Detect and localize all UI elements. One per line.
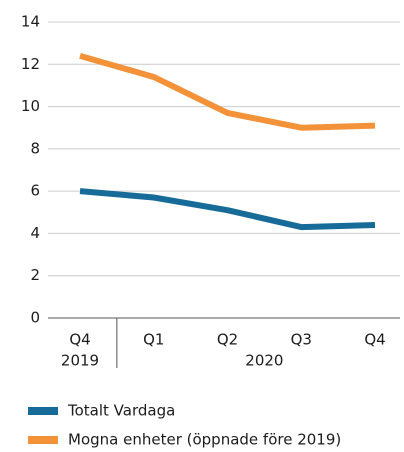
legend-label: Mogna enheter (öppnade före 2019) bbox=[68, 431, 341, 449]
line bbox=[79, 188, 376, 231]
legend-swatch bbox=[28, 407, 58, 415]
group-label: 2020 bbox=[245, 352, 283, 370]
y-tick-label: 4 bbox=[30, 224, 40, 242]
y-tick-label: 0 bbox=[30, 309, 40, 327]
x-tick-label: Q4 bbox=[69, 331, 90, 349]
x-tick-label: Q3 bbox=[291, 331, 312, 349]
line bbox=[79, 52, 376, 131]
y-tick-label: 8 bbox=[30, 139, 40, 157]
y-tick-label: 14 bbox=[21, 13, 40, 31]
x-tick-label: Q1 bbox=[143, 331, 164, 349]
y-tick-label: 6 bbox=[30, 182, 40, 200]
x-tick-label: Q4 bbox=[364, 331, 385, 349]
y-tick-label: 12 bbox=[21, 55, 40, 73]
y-tick-label: 2 bbox=[30, 266, 40, 284]
legend-label: Totalt Vardaga bbox=[67, 402, 175, 420]
x-tick-label: Q2 bbox=[217, 331, 238, 349]
group-label: 2019 bbox=[61, 352, 99, 370]
y-tick-label: 10 bbox=[21, 97, 40, 115]
legend-swatch bbox=[28, 436, 58, 444]
